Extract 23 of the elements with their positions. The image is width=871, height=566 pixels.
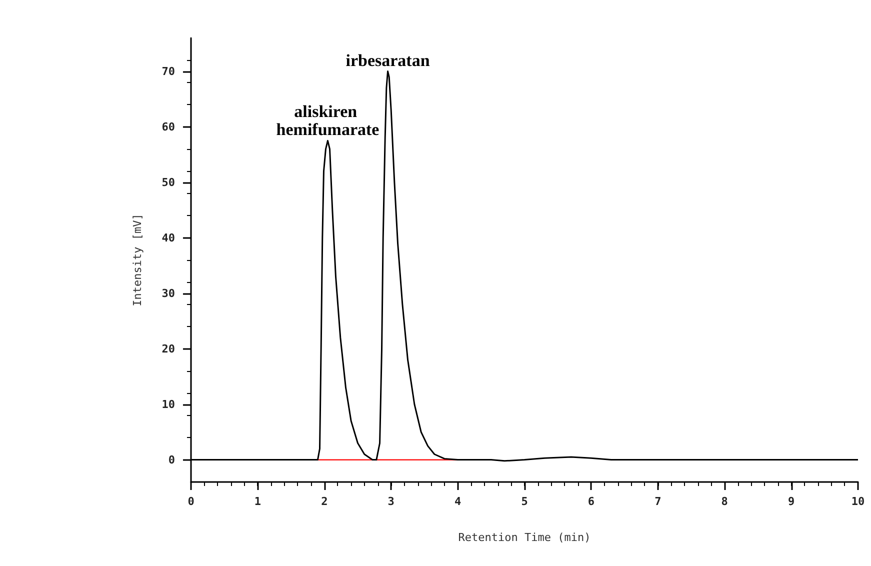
y-tick-label: 70	[162, 64, 175, 78]
x-tick-label: 5	[521, 495, 528, 508]
y-tick-label: 40	[162, 231, 175, 244]
x-tick-label: 6	[588, 495, 595, 508]
y-tick-label: 20	[162, 342, 175, 356]
y-tick-label: 30	[162, 286, 175, 300]
y-tick-label: 10	[162, 398, 175, 411]
x-tick-label: 7	[654, 495, 662, 508]
x-tick-label: 2	[321, 495, 328, 508]
x-tick-label: 9	[788, 495, 795, 508]
x-tick-label: 3	[388, 495, 394, 508]
x-axis-title: Retention Time (min)	[458, 531, 591, 544]
y-tick-label: 0	[168, 453, 175, 466]
x-tick-label: 0	[188, 495, 194, 508]
x-tick-label: 8	[721, 495, 728, 508]
x-tick-label: 1	[254, 495, 262, 508]
annotation: aliskiren hemifumarate	[276, 102, 380, 140]
x-tick-label: 4	[454, 495, 462, 508]
y-tick-label: 50	[162, 176, 175, 189]
y-axis-title: Intensity [mV]	[131, 214, 144, 306]
y-tick-label: 60	[162, 120, 175, 134]
x-tick-label: 10	[851, 495, 865, 508]
annotation: irbesaratan	[346, 50, 430, 70]
